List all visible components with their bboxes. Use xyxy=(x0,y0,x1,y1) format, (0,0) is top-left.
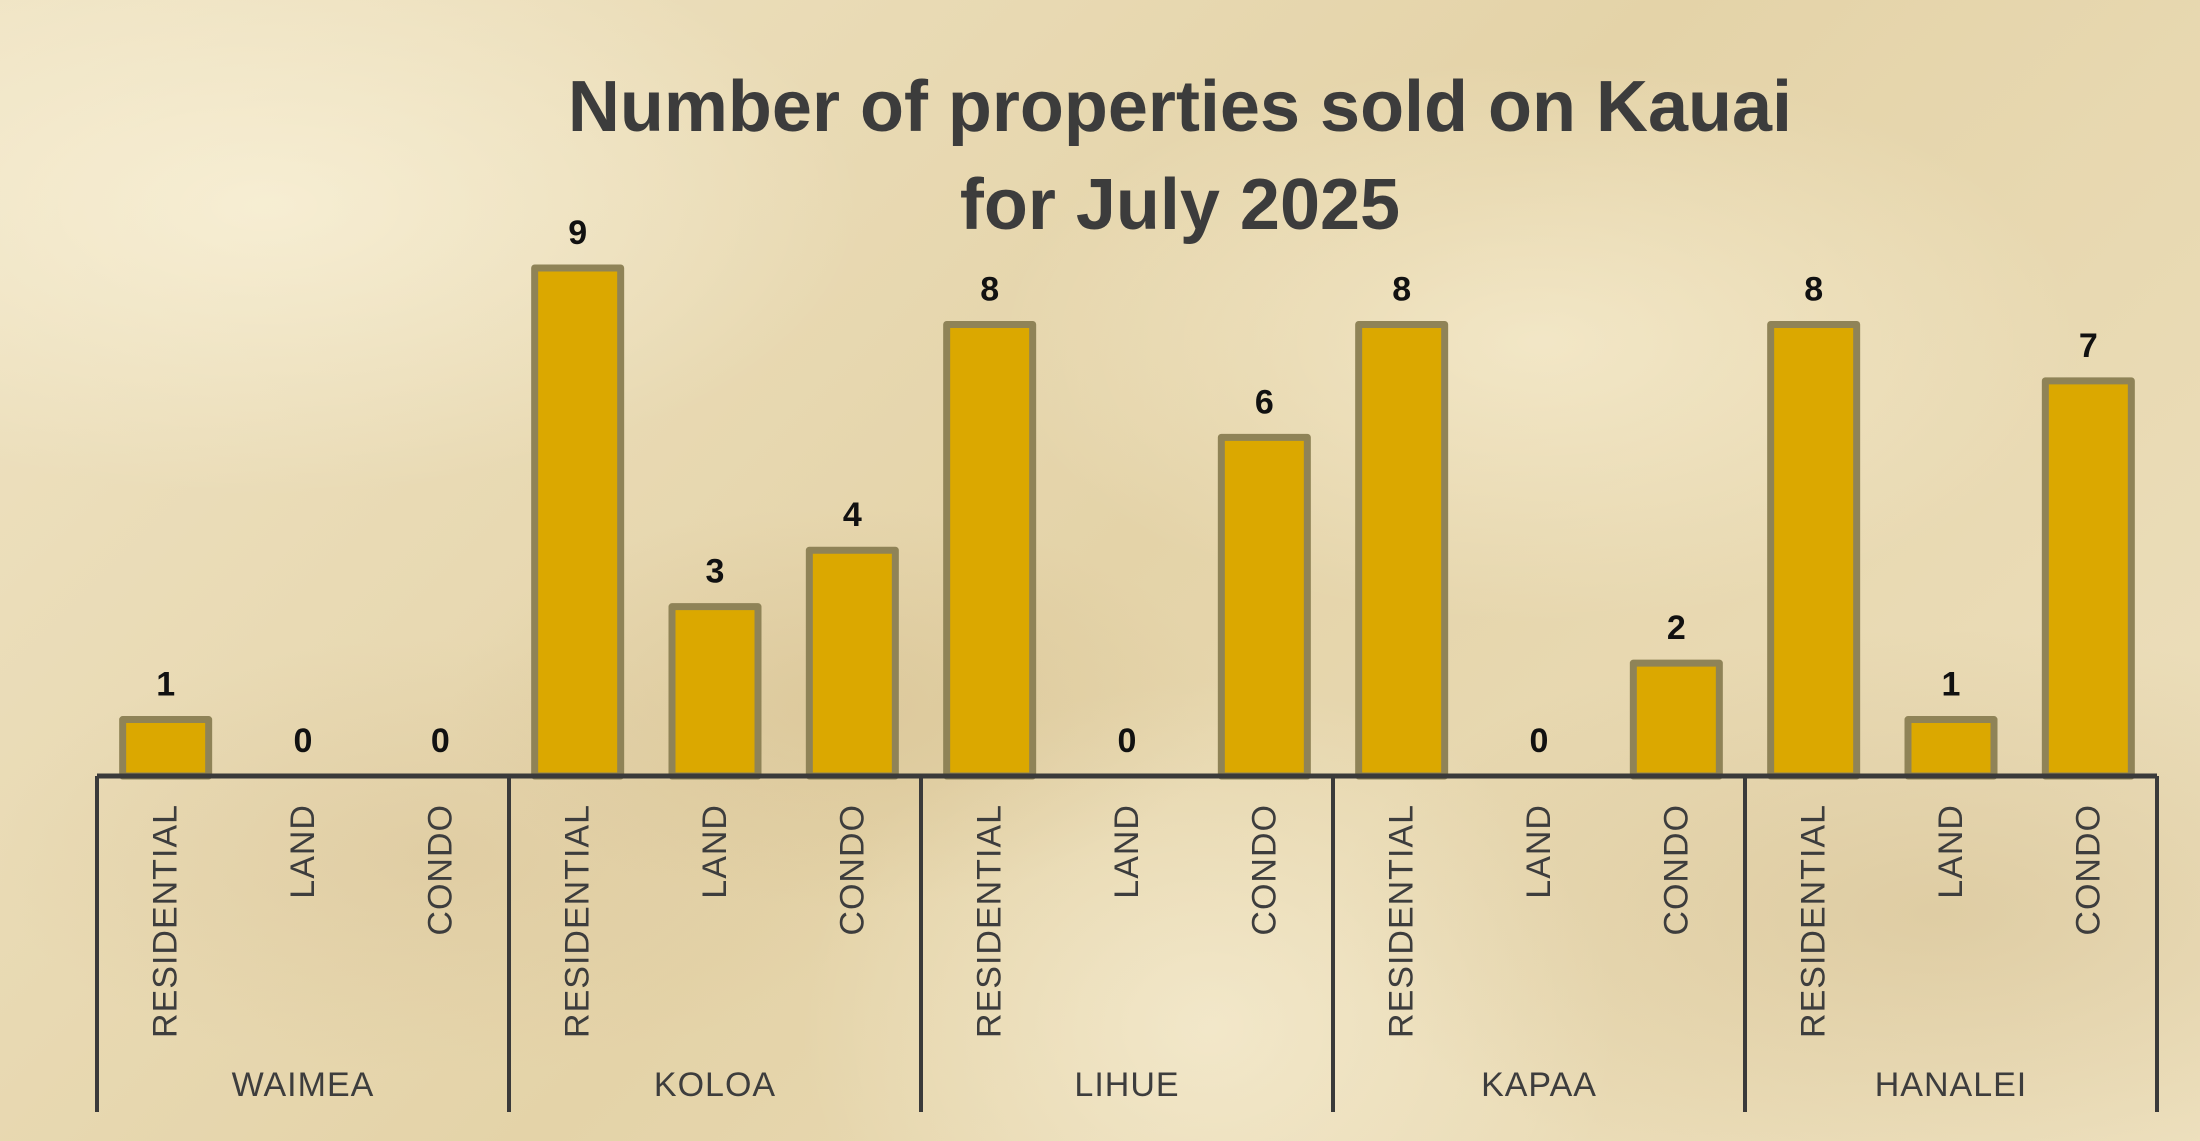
x-tick-label: CONDO xyxy=(421,804,459,936)
bar-waimea-residential xyxy=(119,716,213,780)
x-tick-label: LAND xyxy=(284,804,322,899)
x-tick-label: RESIDENTIAL xyxy=(559,804,597,1038)
chart-title-line-1: Number of properties sold on Kauai xyxy=(567,67,1793,147)
bar-koloa-condo xyxy=(805,546,899,780)
bar-lihue-residential xyxy=(943,320,1037,780)
data-label: 0 xyxy=(1118,722,1137,760)
data-label: 8 xyxy=(1804,270,1823,308)
x-tick-label: LAND xyxy=(1520,804,1558,899)
data-label: 0 xyxy=(1530,722,1549,760)
x-tick-label: RESIDENTIAL xyxy=(1795,804,1833,1038)
x-tick-label: LAND xyxy=(1108,804,1146,899)
data-label: 7 xyxy=(2079,327,2098,365)
bar-koloa-residential xyxy=(531,264,625,780)
bar-kapaa-condo xyxy=(1629,659,1723,780)
x-group-label: WAIMEA xyxy=(232,1066,375,1104)
data-label: 0 xyxy=(294,722,313,760)
data-label: 0 xyxy=(431,722,450,760)
data-label: 6 xyxy=(1255,383,1274,421)
data-label: 9 xyxy=(568,214,587,252)
x-group-label: KOLOA xyxy=(654,1066,776,1104)
x-group-label: HANALEI xyxy=(1875,1066,2028,1104)
data-label: 3 xyxy=(706,553,725,591)
x-group-label: KAPAA xyxy=(1481,1066,1597,1104)
x-tick-label: LAND xyxy=(696,804,734,899)
x-tick-label: CONDO xyxy=(2069,804,2107,936)
bar-hanalei-condo xyxy=(2041,377,2135,780)
data-label: 8 xyxy=(1392,270,1411,308)
data-label: 4 xyxy=(843,496,862,534)
x-tick-label: RESIDENTIAL xyxy=(971,804,1009,1038)
x-tick-label: CONDO xyxy=(1657,804,1695,936)
bar-lihue-condo xyxy=(1217,433,1311,780)
x-tick-label: RESIDENTIAL xyxy=(147,804,185,1038)
x-tick-label: CONDO xyxy=(1245,804,1283,936)
data-label: 8 xyxy=(980,270,999,308)
bar-hanalei-land xyxy=(1904,716,1998,780)
bar-hanalei-residential xyxy=(1767,320,1861,780)
chart-title: Number of properties sold on Kauai for J… xyxy=(480,58,1880,254)
x-tick-label: RESIDENTIAL xyxy=(1383,804,1421,1038)
data-label: 1 xyxy=(1942,666,1961,704)
x-group-label: LIHUE xyxy=(1074,1066,1179,1104)
data-label: 2 xyxy=(1667,609,1686,647)
bar-koloa-land xyxy=(668,603,762,780)
data-label: 1 xyxy=(156,666,175,704)
chart-title-line-2: for July 2025 xyxy=(959,165,1401,245)
bar-kapaa-residential xyxy=(1355,320,1449,780)
x-tick-label: CONDO xyxy=(833,804,871,936)
x-tick-label: LAND xyxy=(1932,804,1970,899)
